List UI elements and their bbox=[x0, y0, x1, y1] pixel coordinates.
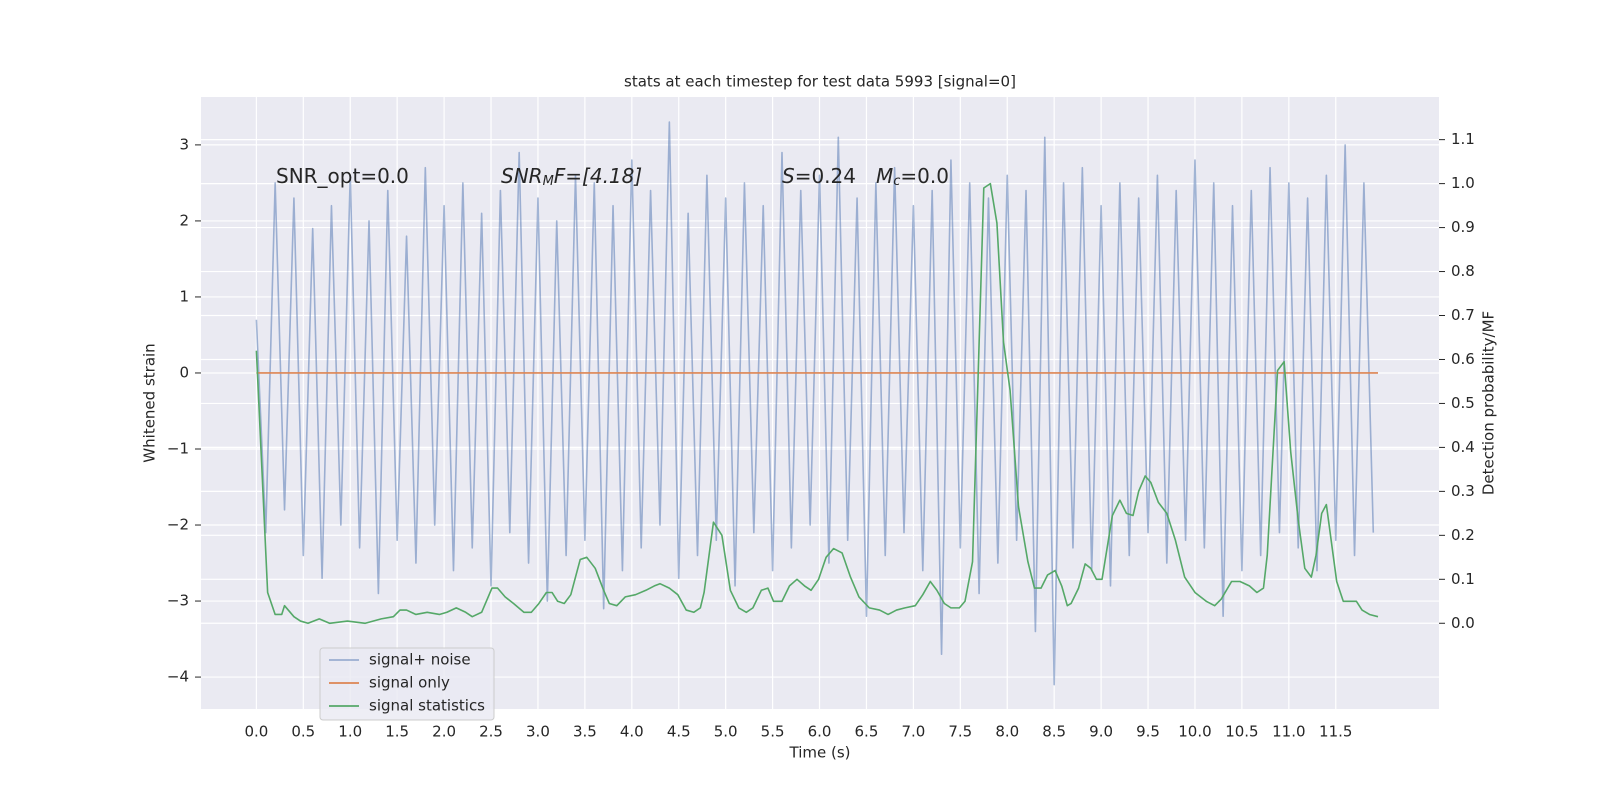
y-tick-label: 3 bbox=[179, 135, 189, 153]
y-tick-label: 2 bbox=[179, 211, 189, 229]
y2-tick-label: 0.9 bbox=[1451, 218, 1475, 236]
y2-tick-label: 0.3 bbox=[1451, 482, 1475, 500]
y2-tick-label: 0.7 bbox=[1451, 306, 1475, 324]
annotation: SNR_opt=0.0 bbox=[276, 164, 409, 188]
annotation-text: M bbox=[876, 164, 893, 188]
y-tick-label: −2 bbox=[167, 516, 189, 534]
x-tick-label: 0.0 bbox=[244, 723, 268, 741]
x-tick-label: 2.0 bbox=[432, 723, 456, 741]
x-tick-label: 3.0 bbox=[526, 723, 550, 741]
x-tick-label: 11.0 bbox=[1272, 723, 1305, 741]
annotation-text: S bbox=[782, 164, 795, 188]
x-tick-label: 10.0 bbox=[1178, 723, 1211, 741]
y-tick-label: −4 bbox=[167, 668, 189, 686]
annotation: S=0.24 bbox=[782, 164, 856, 188]
legend: signal+ noise signal only signal statistic… bbox=[319, 647, 495, 721]
x-tick-label: 11.5 bbox=[1319, 723, 1352, 741]
x-tick-label: 1.0 bbox=[338, 723, 362, 741]
annotation-text: SNR bbox=[501, 164, 543, 188]
y2-axis-label: Detection probability/MF bbox=[1480, 311, 1498, 495]
x-tick-label: 9.5 bbox=[1136, 723, 1160, 741]
x-tick-label: 7.5 bbox=[948, 723, 972, 741]
y-tick-label: −3 bbox=[167, 592, 189, 610]
legend-box bbox=[319, 647, 495, 721]
x-tick-label: 6.5 bbox=[855, 723, 879, 741]
y-tick-label: 1 bbox=[179, 287, 189, 305]
y-tick-label: 0 bbox=[179, 363, 189, 381]
annotation: SNRMF=[4.18] bbox=[501, 164, 642, 189]
x-tick-label: 1.5 bbox=[385, 723, 409, 741]
annotation-subscript: c bbox=[893, 174, 900, 189]
annotation-text: F=[4.18] bbox=[554, 164, 642, 188]
x-tick-label: 5.0 bbox=[714, 723, 738, 741]
legend-label: signal statistics bbox=[369, 697, 485, 715]
x-tick-label: 10.5 bbox=[1225, 723, 1258, 741]
y2-tick-label: 0.2 bbox=[1451, 526, 1475, 544]
series-line bbox=[255, 121, 1375, 686]
y2-tick-label: 0.8 bbox=[1451, 262, 1475, 280]
series-line bbox=[255, 182, 1379, 625]
y2-tick-label: 1.1 bbox=[1451, 130, 1475, 148]
x-tick-label: 6.0 bbox=[808, 723, 832, 741]
x-tick-label: 4.5 bbox=[667, 723, 691, 741]
annotation: Mc=0.0 bbox=[876, 164, 949, 189]
annotation-text: SNR_opt=0.0 bbox=[276, 164, 409, 188]
chart-title: stats at each timestep for test data 599… bbox=[624, 73, 1016, 91]
y2-tick-label: 0.6 bbox=[1451, 350, 1475, 368]
x-tick-label: 0.5 bbox=[291, 723, 315, 741]
x-tick-label: 9.0 bbox=[1089, 723, 1113, 741]
y-axis-label: Whitened strain bbox=[141, 343, 159, 462]
y2-tick-label: 1.0 bbox=[1451, 174, 1475, 192]
legend-label: signal only bbox=[369, 674, 450, 692]
y-tick-label: −1 bbox=[167, 439, 189, 457]
legend-label: signal+ noise bbox=[369, 651, 471, 669]
x-tick-label: 3.5 bbox=[573, 723, 597, 741]
x-axis-label: Time (s) bbox=[789, 744, 851, 762]
y2-tick-label: 0.4 bbox=[1451, 438, 1475, 456]
x-tick-label: 5.5 bbox=[761, 723, 785, 741]
x-tick-label: 7.0 bbox=[901, 723, 925, 741]
marks bbox=[255, 121, 1379, 686]
y2-tick-label: 0.5 bbox=[1451, 394, 1475, 412]
x-tick-label: 2.5 bbox=[479, 723, 503, 741]
annotation-text: =0.24 bbox=[795, 164, 856, 188]
annotation-subscript: M bbox=[543, 174, 554, 189]
y2-tick-label: 0.1 bbox=[1451, 570, 1475, 588]
x-tick-label: 8.5 bbox=[1042, 723, 1066, 741]
x-tick-label: 8.0 bbox=[995, 723, 1019, 741]
annotation-text: =0.0 bbox=[900, 164, 949, 188]
y2-tick-label: 0.0 bbox=[1451, 614, 1475, 632]
x-tick-label: 4.0 bbox=[620, 723, 644, 741]
